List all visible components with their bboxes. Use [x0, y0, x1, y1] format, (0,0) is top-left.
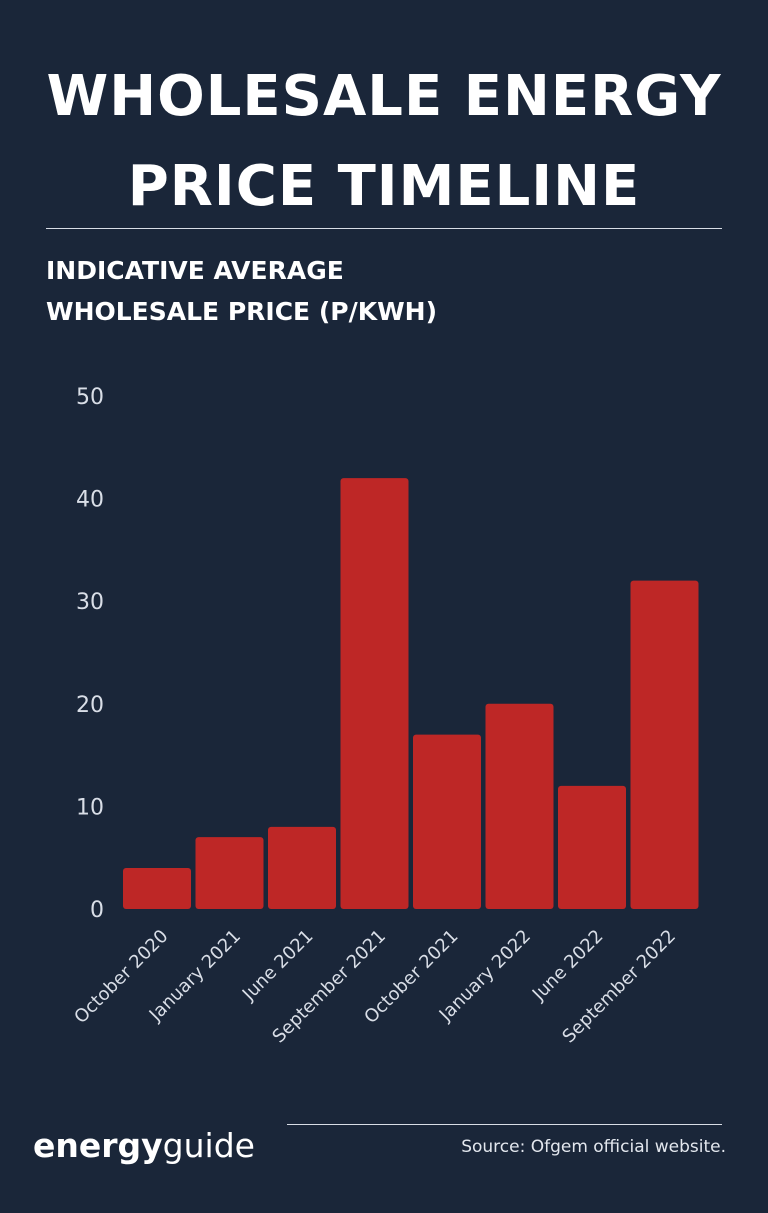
title-line-2: PRICE TIMELINE	[128, 154, 641, 219]
y-axis-ticks: 0 10 20 30 40 50	[76, 385, 104, 923]
chart-heading-line-1: INDICATIVE AVERAGE	[46, 256, 344, 285]
x-tick-label-6: June 2022	[528, 926, 608, 1006]
y-tick-label-0: 0	[90, 898, 104, 923]
source-note: Source: Ofgem official website.	[461, 1137, 726, 1157]
y-tick-label-3: 30	[76, 590, 104, 615]
bar-4	[413, 735, 481, 909]
y-tick-label-4: 40	[76, 488, 104, 513]
x-tick-label-2: June 2021	[238, 926, 318, 1006]
top-divider	[46, 228, 722, 229]
bar-7	[631, 581, 699, 909]
bars	[123, 478, 699, 909]
bar-0	[123, 868, 191, 909]
chart-heading-line-2: WHOLESALE PRICE (P/KWH)	[46, 297, 437, 326]
bottom-divider	[287, 1124, 722, 1125]
chart-heading: INDICATIVE AVERAGE WHOLESALE PRICE (P/KW…	[46, 250, 506, 332]
bar-3	[341, 478, 409, 909]
y-tick-label-1: 10	[76, 795, 104, 820]
title-line-1: WHOLESALE ENERGY	[46, 64, 721, 129]
logo-bold-part: energy	[33, 1126, 163, 1165]
bar-5	[486, 704, 554, 909]
y-tick-label-2: 20	[76, 693, 104, 718]
energyguide-logo: energyguide	[33, 1124, 255, 1168]
bar-1	[196, 837, 264, 909]
bar-2	[268, 827, 336, 909]
y-tick-label-5: 50	[76, 385, 104, 410]
bar-6	[558, 786, 626, 909]
logo-light-part: guide	[163, 1126, 255, 1165]
page-title: WHOLESALE ENERGY PRICE TIMELINE	[0, 52, 768, 232]
